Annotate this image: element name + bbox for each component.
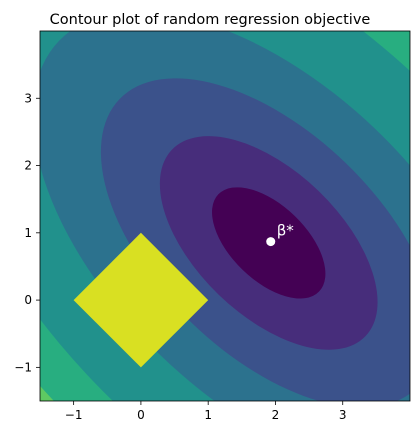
x-tick-label: 2 [272,408,280,422]
y-tick-label: 3 [24,91,32,105]
y-tick-label: 0 [24,293,32,307]
y-tick-label: −1 [14,360,32,374]
optimum-marker-group: β* [266,222,294,247]
x-tick-label: 3 [339,408,347,422]
constraint-region [73,232,209,368]
l1-diamond [73,232,209,368]
plot-frame [39,30,411,402]
optimum-point [266,237,276,247]
y-tick-label: 1 [24,226,32,240]
optimum-label: β* [277,222,295,240]
x-tick-label: −1 [65,408,83,422]
x-tick-label: 1 [204,408,212,422]
x-axis: −1 0 1 2 3 [65,401,347,422]
chart-title: Contour plot of random regression object… [50,12,371,28]
y-axis: −1 0 1 2 3 [14,91,40,374]
y-tick-label: 2 [24,159,32,173]
x-tick-label: 0 [137,408,145,422]
